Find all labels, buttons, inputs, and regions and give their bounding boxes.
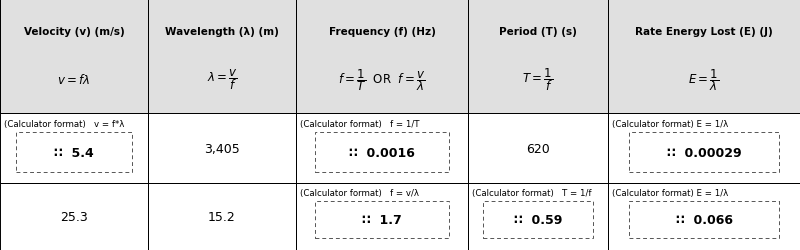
Text: (Calculator format) E = 1/λ: (Calculator format) E = 1/λ: [612, 188, 728, 197]
Text: ∷  0.066: ∷ 0.066: [675, 214, 733, 226]
Bar: [315, 202, 449, 238]
Text: (Calculator format)   f = v/λ: (Calculator format) f = v/λ: [300, 188, 419, 197]
Bar: [608, 114, 800, 184]
Bar: [483, 202, 593, 238]
Text: $f = \dfrac{1}{T}$  OR  $f = \dfrac{v}{\lambda}$: $f = \dfrac{1}{T}$ OR $f = \dfrac{v}{\la…: [338, 66, 426, 92]
Text: Wavelength (λ) (m): Wavelength (λ) (m): [165, 27, 279, 37]
Bar: [296, 0, 468, 114]
Bar: [468, 0, 608, 114]
Bar: [315, 132, 449, 173]
Text: (Calculator format)   f = 1/T: (Calculator format) f = 1/T: [300, 120, 419, 129]
Bar: [468, 114, 608, 184]
Bar: [468, 0, 608, 114]
Bar: [148, 114, 296, 184]
Text: $v = f\lambda$: $v = f\lambda$: [58, 72, 90, 86]
Bar: [0, 0, 148, 114]
Text: Frequency (f) (Hz): Frequency (f) (Hz): [329, 27, 435, 37]
Text: ∷  1.7: ∷ 1.7: [362, 214, 402, 226]
Bar: [0, 0, 148, 114]
Text: 15.2: 15.2: [208, 210, 236, 223]
Bar: [296, 184, 468, 250]
Text: 25.3: 25.3: [60, 210, 88, 223]
Bar: [468, 184, 608, 250]
Bar: [296, 0, 468, 114]
Bar: [148, 0, 296, 114]
Text: Rate Energy Lost (E) (J): Rate Energy Lost (E) (J): [635, 27, 773, 37]
Bar: [629, 132, 779, 173]
Text: ∷  0.00029: ∷ 0.00029: [666, 146, 742, 159]
Bar: [608, 0, 800, 114]
Text: ∷  5.4: ∷ 5.4: [54, 146, 94, 159]
Text: (Calculator format)   v = f*λ: (Calculator format) v = f*λ: [4, 120, 124, 129]
Text: $E = \dfrac{1}{\lambda}$: $E = \dfrac{1}{\lambda}$: [688, 66, 720, 92]
Text: 3,405: 3,405: [204, 142, 240, 155]
Bar: [629, 202, 779, 238]
Text: (Calculator format)   T = 1/f: (Calculator format) T = 1/f: [472, 188, 591, 197]
Text: 620: 620: [526, 142, 550, 155]
Text: ∷  0.0016: ∷ 0.0016: [349, 146, 415, 159]
Text: $\lambda = \dfrac{v}{f}$: $\lambda = \dfrac{v}{f}$: [206, 67, 238, 92]
Bar: [296, 114, 468, 184]
Bar: [16, 132, 132, 173]
Text: Period (T) (s): Period (T) (s): [499, 27, 577, 37]
Bar: [0, 114, 148, 184]
Text: ∷  0.59: ∷ 0.59: [514, 214, 562, 226]
Bar: [148, 0, 296, 114]
Bar: [148, 184, 296, 250]
Text: Velocity (v) (m/s): Velocity (v) (m/s): [24, 27, 124, 37]
Bar: [608, 0, 800, 114]
Bar: [608, 184, 800, 250]
Bar: [0, 184, 148, 250]
Text: (Calculator format) E = 1/λ: (Calculator format) E = 1/λ: [612, 120, 728, 129]
Text: $T = \dfrac{1}{f}$: $T = \dfrac{1}{f}$: [522, 66, 554, 93]
